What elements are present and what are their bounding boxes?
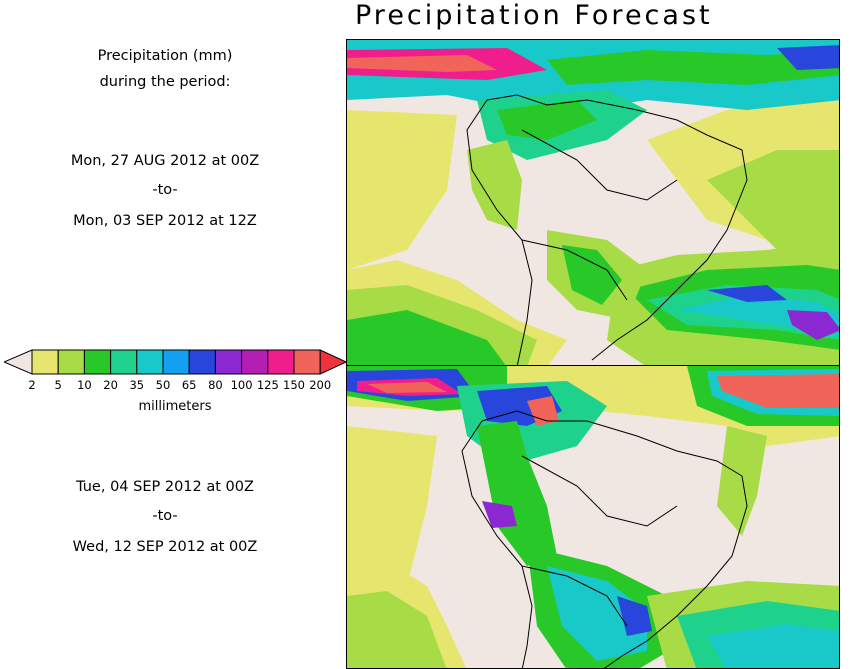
period2-end: Wed, 12 SEP 2012 at 00Z xyxy=(72,539,258,555)
colorbar-tick-label: 20 xyxy=(103,378,118,392)
colorbar-segment xyxy=(83,349,112,375)
colorbar-unit-label: millimeters xyxy=(138,399,212,414)
colorbar-segment xyxy=(57,349,85,375)
map-panel-period1 xyxy=(346,39,840,366)
period2-sep: -to- xyxy=(152,508,178,524)
period1-start: Mon, 27 AUG 2012 at 00Z xyxy=(70,153,260,169)
colorbar-segment xyxy=(136,349,164,375)
page-title: Precipitation Forecast xyxy=(355,0,713,31)
map-panel-period2 xyxy=(346,365,840,669)
colorbar-tick-label: 35 xyxy=(129,378,145,392)
colorbar-low-arrow xyxy=(4,349,33,375)
colorbar-tick-label: 10 xyxy=(77,378,92,392)
colorbar-segment xyxy=(293,349,321,375)
colorbar-high-arrow xyxy=(319,349,346,375)
precip-map-period2 xyxy=(347,366,839,668)
colorbar-tick-label: 2 xyxy=(28,378,36,392)
colorbar-tick-label: 125 xyxy=(256,378,279,392)
colorbar-segment xyxy=(241,349,269,375)
colorbar-segment xyxy=(188,349,216,375)
colorbar-tick-label: 5 xyxy=(54,378,62,392)
subtitle-line2: during the period: xyxy=(99,74,231,90)
colorbar-segment xyxy=(31,349,59,375)
subtitle-line1: Precipitation (mm) xyxy=(97,48,233,64)
colorbar-segment xyxy=(214,349,243,375)
colorbar-segment xyxy=(267,349,295,375)
colorbar-tick-label: 80 xyxy=(208,378,223,392)
colorbar xyxy=(4,349,346,375)
period1-sep: -to- xyxy=(152,182,178,198)
colorbar-tick-label: 65 xyxy=(181,378,197,392)
colorbar-tick-label: 200 xyxy=(309,378,332,392)
colorbar-segment xyxy=(110,349,138,375)
period2-start: Tue, 04 SEP 2012 at 00Z xyxy=(76,479,254,495)
colorbar-tick-label: 150 xyxy=(283,378,305,392)
period1-end: Mon, 03 SEP 2012 at 12Z xyxy=(73,213,257,229)
colorbar-tick-label: 50 xyxy=(155,378,171,392)
precip-map-period1 xyxy=(347,40,839,365)
colorbar-segment xyxy=(162,349,190,375)
colorbar-tick-label: 100 xyxy=(230,378,253,392)
